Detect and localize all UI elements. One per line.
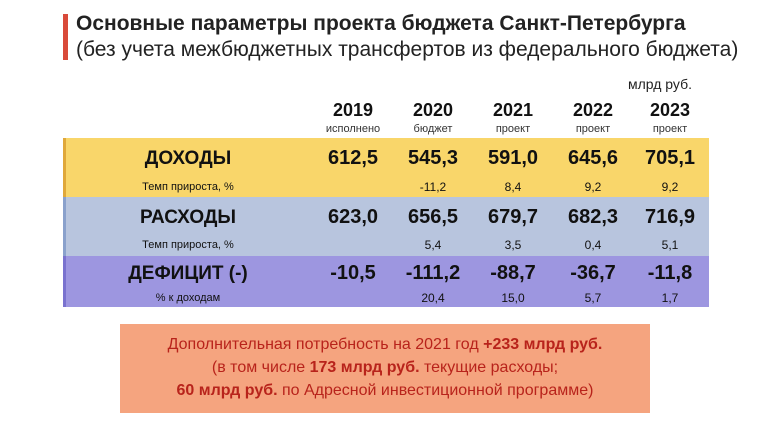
note-highlight: 173 млрд руб. xyxy=(309,359,420,376)
income-value: 545,3 xyxy=(407,147,459,169)
year-status: проект xyxy=(652,123,688,135)
year-status: бюджет xyxy=(413,123,453,135)
deficit-band xyxy=(63,256,709,307)
deficit-value: -10,5 xyxy=(330,262,376,284)
expense-growth-label: Темп прироста, % xyxy=(142,239,234,251)
income-value: 612,5 xyxy=(327,147,379,169)
year-header: 2019 xyxy=(332,100,374,120)
expense-value: 679,7 xyxy=(487,206,539,228)
deficit-label: ДЕФИЦИТ (-) xyxy=(128,263,248,284)
deficit-share-value: 20,4 xyxy=(421,291,445,305)
deficit-share-value: 5,7 xyxy=(584,291,602,305)
deficit-share-value: 15,0 xyxy=(501,291,525,305)
expense-value: 716,9 xyxy=(644,206,696,228)
deficit-share-label: % к доходам xyxy=(155,292,221,304)
income-value: 645,6 xyxy=(567,147,619,169)
deficit-value: -111,2 xyxy=(405,262,461,284)
note-line: 60 млрд руб. по Адресной инвестиционной … xyxy=(120,379,650,402)
units-label: млрд руб. xyxy=(627,76,692,92)
year-header: 2021 xyxy=(492,100,534,120)
income-band xyxy=(63,138,709,197)
expense-value: 682,3 xyxy=(567,206,619,228)
expense-value: 656,5 xyxy=(407,206,459,228)
income-label: ДОХОДЫ xyxy=(144,148,232,169)
expense-label: РАСХОДЫ xyxy=(139,207,237,228)
year-header: 2020 xyxy=(412,100,454,120)
note-text: текущие расходы; xyxy=(419,359,559,376)
page-subtitle: (без учета межбюджетных трансфертов из ф… xyxy=(76,38,739,61)
year-status: исполнено xyxy=(325,123,381,135)
year-status: проект xyxy=(495,123,531,135)
note-text: по Адресной инвестиционной программе) xyxy=(277,382,594,399)
note-line: (в том числе 173 млрд руб. текущие расхо… xyxy=(120,356,650,379)
year-header: 2023 xyxy=(649,100,691,120)
income-growth-value: 9,2 xyxy=(661,180,679,194)
expense-growth-value: 3,5 xyxy=(504,238,522,252)
expense-band xyxy=(63,197,709,256)
deficit-share-value: 1,7 xyxy=(661,291,679,305)
income-value: 591,0 xyxy=(487,147,539,169)
note-highlight: +233 млрд руб. xyxy=(483,336,603,353)
title-accent-bar xyxy=(63,14,68,60)
note-box: Дополнительная потребность на 2021 год +… xyxy=(120,324,650,413)
income-growth-value: -11,2 xyxy=(419,180,447,194)
expense-growth-value: 5,4 xyxy=(424,238,442,252)
income-growth-label: Темп прироста, % xyxy=(142,181,234,193)
year-header: 2022 xyxy=(572,100,614,120)
deficit-value: -36,7 xyxy=(570,262,616,284)
expense-growth-value: 5,1 xyxy=(661,238,679,252)
expense-growth-value: 0,4 xyxy=(584,238,602,252)
year-status: проект xyxy=(575,123,611,135)
income-growth-value: 8,4 xyxy=(504,180,522,194)
note-text: Дополнительная потребность на 2021 год xyxy=(167,336,484,353)
deficit-value: -88,7 xyxy=(490,262,536,284)
income-value: 705,1 xyxy=(644,147,696,169)
note-text: (в том числе xyxy=(211,359,310,376)
note-highlight: 60 млрд руб. xyxy=(176,382,278,399)
income-growth-value: 9,2 xyxy=(584,180,602,194)
note-line: Дополнительная потребность на 2021 год +… xyxy=(120,333,650,356)
expense-value: 623,0 xyxy=(327,206,379,228)
deficit-value: -11,8 xyxy=(647,262,693,284)
page-title: Основные параметры проекта бюджета Санкт… xyxy=(76,12,686,35)
